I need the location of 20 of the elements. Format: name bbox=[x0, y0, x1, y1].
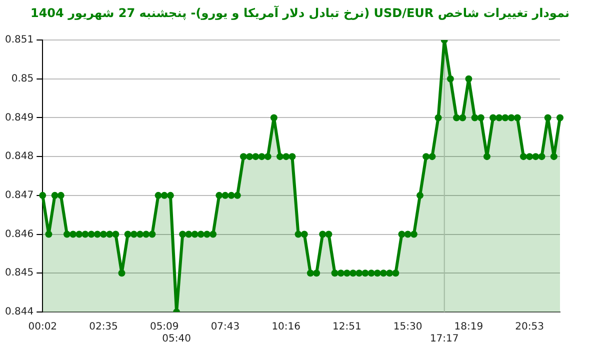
x-tick-label: 15:30 bbox=[393, 322, 422, 333]
y-tick-label: 0.845 bbox=[4, 268, 34, 279]
x-tick-label: 20:53 bbox=[515, 322, 544, 333]
y-tick-label: 0.848 bbox=[4, 151, 34, 162]
x-tick-label: 02:35 bbox=[89, 322, 118, 333]
y-tick-label: 0.851 bbox=[4, 34, 34, 46]
y-tick-label: 0.847 bbox=[4, 190, 34, 202]
x-tick-label: 10:16 bbox=[272, 322, 301, 333]
x-tick-label: 17:17 bbox=[430, 334, 459, 345]
y-tick-label: 0.85 bbox=[11, 73, 34, 84]
x-tick-label: 07:43 bbox=[210, 322, 240, 333]
y-tick-label: 0.844 bbox=[4, 306, 34, 318]
y-tick-label: 0.849 bbox=[4, 112, 34, 124]
x-tick-label: 00:02 bbox=[28, 322, 58, 333]
y-tick-label: 0.846 bbox=[4, 228, 34, 240]
chart-title: نمودار تغییرات شاخص USD/EUR (نرخ تبادل دلار آمریکا و یورو)- پنجشنبه 27 شهریور 1404 bbox=[29, 6, 570, 20]
x-tick-label: 12:51 bbox=[332, 322, 362, 333]
x-tick-label: 05:09 bbox=[150, 322, 179, 333]
x-tick-label: 05:40 bbox=[162, 334, 191, 345]
x-tick-label: 18:19 bbox=[454, 322, 484, 333]
